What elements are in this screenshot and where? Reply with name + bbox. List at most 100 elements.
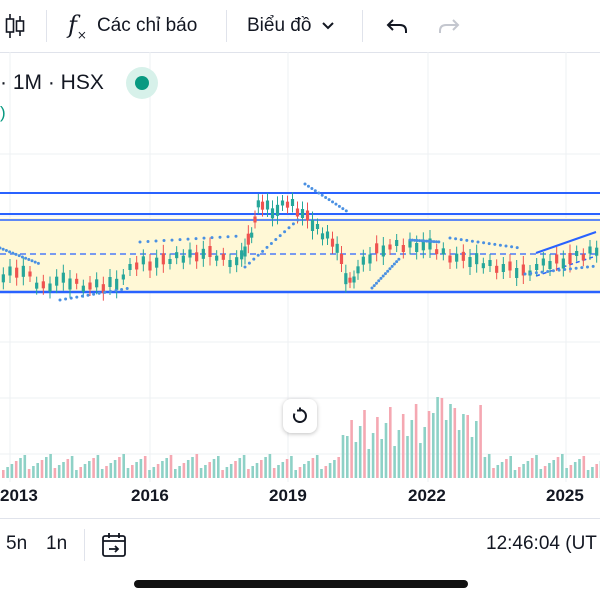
indicators-button[interactable]: f× Các chỉ báo — [68, 0, 197, 52]
candle — [21, 265, 25, 277]
reset-icon — [292, 407, 307, 423]
volume-bar — [440, 398, 444, 478]
psar-dot — [344, 209, 348, 213]
psar-dot — [434, 240, 438, 244]
volume-bar — [148, 470, 151, 478]
clock-timezone[interactable]: 12:46:04 (UT — [486, 533, 597, 554]
psar-dot — [269, 241, 273, 245]
volume-bar — [281, 462, 285, 478]
candle — [81, 285, 85, 292]
chart-type-button[interactable]: Biểu đồ — [247, 0, 335, 52]
candle — [408, 239, 412, 248]
psar-dot — [210, 236, 214, 240]
candle — [235, 257, 239, 266]
volume-bar — [143, 456, 147, 478]
psar-dot — [422, 239, 426, 243]
psar-dot — [324, 195, 328, 199]
home-indicator — [134, 580, 468, 588]
goto-date-icon[interactable] — [100, 531, 128, 564]
psar-dot — [146, 240, 150, 244]
candle — [421, 240, 425, 251]
volume-bar — [561, 454, 564, 478]
psar-dot — [247, 261, 251, 265]
psar-dot — [256, 253, 260, 257]
candle — [256, 200, 260, 208]
psar-dot — [36, 261, 40, 265]
volume-bar — [88, 461, 91, 478]
volume-bar — [238, 458, 242, 478]
volume-bar — [380, 439, 383, 478]
volume-bar — [229, 464, 233, 478]
psar-dot — [408, 238, 412, 242]
psar-dot — [252, 257, 256, 261]
volume-bar — [436, 397, 439, 478]
symbol-legend[interactable]: · 1M · HSX — [0, 66, 104, 100]
volume-bar — [371, 433, 375, 478]
psar-dot — [540, 270, 544, 274]
year-label: 2022 — [408, 486, 446, 505]
psar-dot — [432, 240, 436, 244]
market-status-indicator[interactable] — [126, 67, 158, 99]
volume-bar — [307, 461, 310, 478]
volume-bar — [363, 410, 366, 478]
price-chart[interactable] — [0, 52, 600, 518]
candle — [240, 250, 244, 260]
volume-bar — [556, 457, 560, 478]
candle — [339, 254, 344, 264]
psar-dot — [390, 264, 394, 268]
volume-bar — [139, 459, 143, 478]
candle — [55, 276, 59, 286]
psar-dot — [178, 238, 182, 242]
volume-bar — [178, 466, 181, 478]
psar-dot — [476, 240, 480, 244]
candles-icon[interactable] — [4, 0, 28, 52]
candle — [228, 260, 232, 267]
volume-bar — [62, 462, 65, 478]
volume-bar — [419, 443, 422, 478]
candle — [535, 264, 539, 270]
undo-icon[interactable] — [385, 0, 409, 52]
volume-bar — [174, 469, 177, 478]
volume-bar — [298, 467, 302, 478]
volume-bar — [453, 408, 457, 478]
volume-bar — [389, 407, 392, 478]
candle — [253, 216, 257, 223]
psar-dot — [425, 239, 429, 243]
psar-dot — [427, 239, 431, 243]
candle — [135, 262, 139, 270]
volume-bar — [432, 413, 435, 478]
range-1y-button[interactable]: 1n — [46, 533, 68, 554]
volume-bar — [582, 456, 586, 478]
candle — [368, 254, 372, 264]
volume-bar — [169, 455, 173, 478]
candle — [448, 255, 452, 263]
reset-chart-button[interactable] — [283, 399, 317, 433]
volume-bar — [247, 469, 250, 478]
range-5y-button[interactable]: 5n — [6, 533, 28, 554]
candle — [475, 253, 479, 265]
redo-icon[interactable] — [437, 0, 461, 52]
volume-bar — [569, 465, 573, 478]
legend-values: ) — [0, 103, 6, 122]
candle — [121, 274, 125, 280]
candle — [141, 256, 145, 265]
volume-bar — [122, 454, 125, 478]
candle — [361, 256, 365, 265]
volume-bar — [470, 437, 474, 478]
psar-dot — [243, 265, 247, 269]
psar-dot — [504, 244, 508, 248]
candle — [101, 284, 105, 294]
psar-dot — [97, 291, 101, 295]
psar-dot — [410, 238, 414, 242]
volume-bar — [75, 470, 78, 478]
volume-bar — [225, 467, 229, 478]
volume-bar — [195, 454, 199, 478]
psar-dot — [283, 230, 287, 234]
volume-bar — [165, 458, 168, 478]
psar-dot — [317, 191, 321, 195]
psar-dot — [448, 236, 452, 240]
volume-bar — [182, 463, 186, 478]
volume-bar — [586, 470, 590, 478]
volume-bar — [548, 463, 551, 478]
psar-dot — [510, 245, 514, 249]
